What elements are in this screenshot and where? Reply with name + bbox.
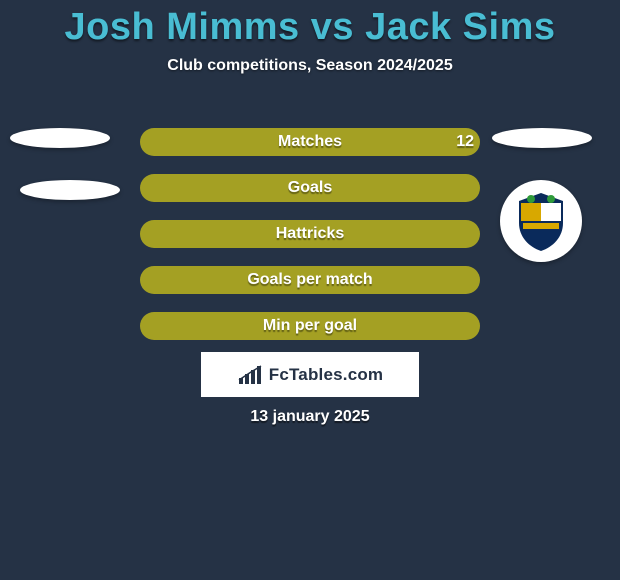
player2-name: Jack Sims — [365, 6, 555, 48]
stat-label: Goals per match — [140, 266, 480, 294]
stat-label: Goals — [140, 174, 480, 202]
stat-row: Hattricks — [0, 210, 620, 256]
stat-value-right — [444, 266, 474, 294]
stat-value-right: 12 — [444, 128, 474, 156]
stat-label: Hattricks — [140, 220, 480, 248]
subtitle: Club competitions, Season 2024/2025 — [0, 57, 620, 75]
branding-text: FcTables.com — [269, 365, 384, 385]
stat-row: Goals — [0, 164, 620, 210]
page-title: Josh Mimms vs Jack Sims — [0, 0, 620, 49]
stats-block: Matches 12 Goals Hattricks Goals per mat… — [0, 118, 620, 348]
stat-row: Matches 12 — [0, 118, 620, 164]
vs-text: vs — [311, 6, 354, 48]
branding-box[interactable]: FcTables.com — [201, 352, 419, 397]
date-text: 13 january 2025 — [0, 408, 620, 426]
player1-name: Josh Mimms — [65, 6, 300, 48]
stat-row: Goals per match — [0, 256, 620, 302]
chart-icon — [237, 364, 265, 386]
stat-label: Matches — [140, 128, 480, 156]
stat-value-right — [444, 220, 474, 248]
stat-value-right — [444, 174, 474, 202]
page-root: Josh Mimms vs Jack Sims Club competition… — [0, 0, 620, 580]
stat-row: Min per goal — [0, 302, 620, 348]
stat-label: Min per goal — [140, 312, 480, 340]
stat-value-right — [444, 312, 474, 340]
